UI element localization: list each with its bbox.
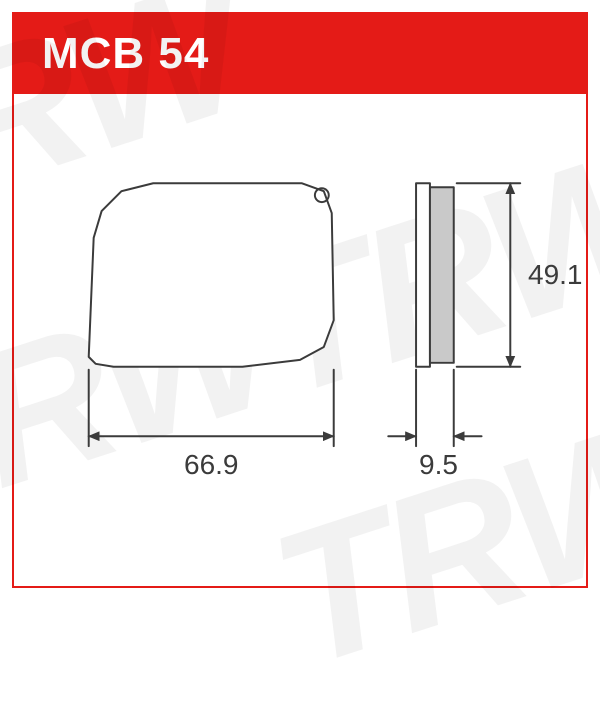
spec-card: MCB 54 TRWTRWTRWTRW 66.9 49.1 9.5 bbox=[12, 12, 588, 588]
drawing-area: TRWTRWTRWTRW 66.9 49.1 9.5 bbox=[14, 94, 586, 586]
dim-thick-label: 9.5 bbox=[419, 449, 458, 481]
dim-width-label: 66.9 bbox=[184, 449, 239, 481]
part-code: MCB 54 bbox=[42, 29, 209, 79]
dim-height-label: 49.1 bbox=[528, 259, 583, 291]
technical-drawing bbox=[14, 94, 586, 586]
title-bar: MCB 54 bbox=[14, 14, 586, 94]
